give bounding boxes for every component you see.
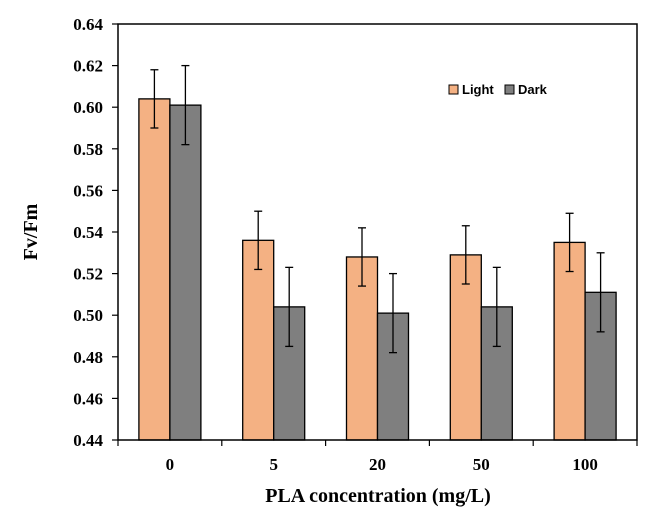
y-tick-label: 0.48 xyxy=(73,348,103,367)
error-bar-dark-50 xyxy=(492,266,501,348)
y-axis-ticks: 0.44 0.46 0.48 0.50 0.52 0.54 0.56 0.58 0.60 0.62… xyxy=(73,15,118,450)
error-bar-light-20 xyxy=(358,227,366,287)
bar-dark-0 xyxy=(169,104,202,441)
bar-light-50 xyxy=(449,254,482,441)
x-axis-ticks: 0 5 20 50 100 xyxy=(117,440,638,474)
plot-area-frame xyxy=(117,23,638,441)
bar-light-0 xyxy=(138,98,171,441)
error-bar-light-5 xyxy=(254,210,263,271)
bar-light-5 xyxy=(242,239,275,441)
legend-label: Light xyxy=(462,82,494,97)
legend-item-light: Light xyxy=(448,82,494,97)
y-tick-label: 0.52 xyxy=(73,265,103,284)
y-tick-label: 0.46 xyxy=(73,389,103,408)
legend-item-dark: Dark xyxy=(504,82,548,97)
y-tick-label: 0.62 xyxy=(73,57,103,76)
x-tick-label: 5 xyxy=(269,455,278,474)
x-axis-title: PLA concentration (mg/L) xyxy=(265,485,491,507)
error-bar-light-100 xyxy=(565,212,574,273)
error-bar-dark-5 xyxy=(285,266,294,348)
y-tick-label: 0.64 xyxy=(73,15,103,34)
y-tick-label: 0.54 xyxy=(73,223,103,242)
y-tick-label: 0.44 xyxy=(73,431,103,450)
y-tick-label: 0.50 xyxy=(73,306,103,325)
x-tick-label: 20 xyxy=(369,455,386,474)
y-tick-label: 0.56 xyxy=(73,181,103,200)
error-bar-dark-0 xyxy=(181,64,190,146)
y-tick-label: 0.58 xyxy=(73,140,103,159)
legend-swatch xyxy=(448,84,459,95)
error-bar-light-50 xyxy=(461,225,470,285)
legend: Light Dark xyxy=(448,82,548,97)
x-tick-label: 50 xyxy=(473,455,490,474)
legend-swatch xyxy=(504,84,515,95)
y-axis-title: Fv/Fm xyxy=(20,203,42,260)
y-tick-label: 0.60 xyxy=(73,98,103,117)
error-bar-dark-100 xyxy=(596,252,605,333)
error-bars-group xyxy=(150,64,605,354)
error-bar-light-0 xyxy=(150,69,159,129)
x-tick-label: 100 xyxy=(572,455,598,474)
error-bar-dark-20 xyxy=(389,272,397,354)
legend-label: Dark xyxy=(518,82,548,97)
x-tick-label: 0 xyxy=(166,455,175,474)
